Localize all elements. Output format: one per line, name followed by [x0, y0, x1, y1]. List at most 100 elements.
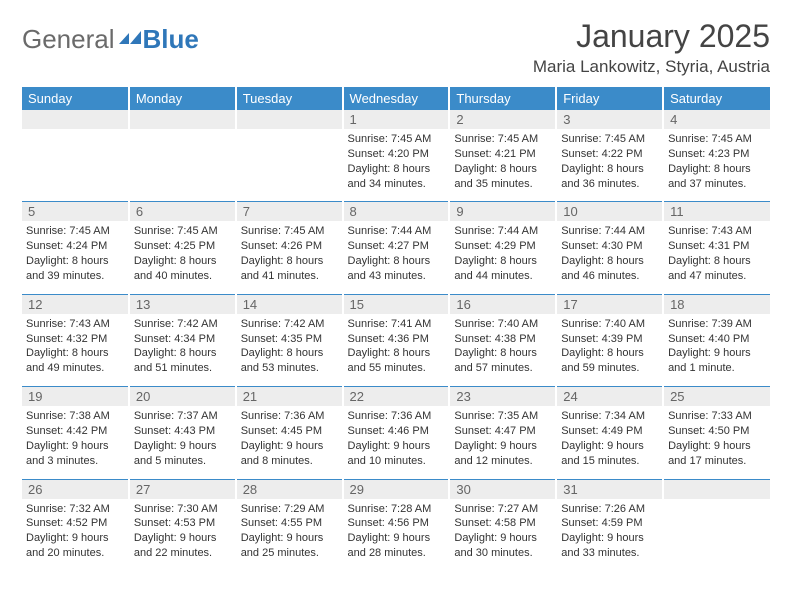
- day-number: 11: [664, 202, 770, 221]
- day-detail-line: Sunset: 4:55 PM: [241, 516, 338, 531]
- day-number: 6: [130, 202, 235, 221]
- day-detail-line: Sunrise: 7:39 AM: [668, 317, 766, 332]
- calendar-week-row: 26Sunrise: 7:32 AMSunset: 4:52 PMDayligh…: [22, 479, 770, 571]
- calendar-cell: 17Sunrise: 7:40 AMSunset: 4:39 PMDayligh…: [556, 294, 663, 386]
- day-detail-line: Sunrise: 7:44 AM: [454, 224, 551, 239]
- day-details: Sunrise: 7:44 AMSunset: 4:27 PMDaylight:…: [344, 221, 449, 293]
- day-detail-line: Sunset: 4:27 PM: [348, 239, 445, 254]
- day-details: [130, 129, 235, 187]
- day-detail-line: Daylight: 9 hours: [668, 346, 766, 361]
- day-detail-line: Daylight: 8 hours: [454, 162, 551, 177]
- day-number: 31: [557, 480, 662, 499]
- day-detail-line: Daylight: 9 hours: [454, 439, 551, 454]
- day-detail-line: Sunrise: 7:40 AM: [561, 317, 658, 332]
- day-number: [237, 110, 342, 129]
- day-detail-line: Daylight: 9 hours: [241, 531, 338, 546]
- day-detail-line: Sunset: 4:47 PM: [454, 424, 551, 439]
- weekday-header: Wednesday: [343, 87, 450, 110]
- day-detail-line: Sunrise: 7:29 AM: [241, 502, 338, 517]
- day-detail-line: Sunrise: 7:42 AM: [241, 317, 338, 332]
- day-detail-line: Sunrise: 7:45 AM: [454, 132, 551, 147]
- day-detail-line: and 34 minutes.: [348, 177, 445, 192]
- day-details: Sunrise: 7:42 AMSunset: 4:35 PMDaylight:…: [237, 314, 342, 386]
- calendar-cell: 9Sunrise: 7:44 AMSunset: 4:29 PMDaylight…: [449, 202, 556, 294]
- day-detail-line: and 3 minutes.: [26, 454, 124, 469]
- day-detail-line: and 12 minutes.: [454, 454, 551, 469]
- day-detail-line: and 44 minutes.: [454, 269, 551, 284]
- day-detail-line: Daylight: 9 hours: [561, 531, 658, 546]
- day-details: Sunrise: 7:26 AMSunset: 4:59 PMDaylight:…: [557, 499, 662, 571]
- day-number: 9: [450, 202, 555, 221]
- day-details: Sunrise: 7:45 AMSunset: 4:23 PMDaylight:…: [664, 129, 770, 201]
- title-block: January 2025 Maria Lankowitz, Styria, Au…: [533, 18, 770, 77]
- day-detail-line: and 22 minutes.: [134, 546, 231, 561]
- day-details: Sunrise: 7:45 AMSunset: 4:22 PMDaylight:…: [557, 129, 662, 201]
- calendar-cell: 8Sunrise: 7:44 AMSunset: 4:27 PMDaylight…: [343, 202, 450, 294]
- calendar-cell: 10Sunrise: 7:44 AMSunset: 4:30 PMDayligh…: [556, 202, 663, 294]
- day-details: Sunrise: 7:43 AMSunset: 4:32 PMDaylight:…: [22, 314, 128, 386]
- day-detail-line: and 41 minutes.: [241, 269, 338, 284]
- day-detail-line: and 43 minutes.: [348, 269, 445, 284]
- day-detail-line: Sunrise: 7:26 AM: [561, 502, 658, 517]
- day-detail-line: Daylight: 9 hours: [134, 439, 231, 454]
- day-number: 2: [450, 110, 555, 129]
- day-number: 30: [450, 480, 555, 499]
- calendar-cell: 7Sunrise: 7:45 AMSunset: 4:26 PMDaylight…: [236, 202, 343, 294]
- day-detail-line: Sunrise: 7:41 AM: [348, 317, 445, 332]
- day-details: Sunrise: 7:45 AMSunset: 4:21 PMDaylight:…: [450, 129, 555, 201]
- day-detail-line: Sunset: 4:22 PM: [561, 147, 658, 162]
- calendar-cell: [129, 110, 236, 202]
- day-detail-line: and 1 minute.: [668, 361, 766, 376]
- calendar-table: Sunday Monday Tuesday Wednesday Thursday…: [22, 87, 770, 571]
- day-number: 18: [664, 295, 770, 314]
- weekday-header-row: Sunday Monday Tuesday Wednesday Thursday…: [22, 87, 770, 110]
- day-detail-line: Sunset: 4:23 PM: [668, 147, 766, 162]
- day-detail-line: Sunrise: 7:32 AM: [26, 502, 124, 517]
- day-detail-line: Sunrise: 7:30 AM: [134, 502, 231, 517]
- day-detail-line: Sunrise: 7:44 AM: [561, 224, 658, 239]
- day-details: [237, 129, 342, 187]
- day-detail-line: Daylight: 9 hours: [348, 531, 445, 546]
- day-number: [22, 110, 128, 129]
- calendar-cell: [663, 479, 770, 571]
- day-detail-line: Daylight: 8 hours: [134, 254, 231, 269]
- day-detail-line: and 35 minutes.: [454, 177, 551, 192]
- day-detail-line: Sunrise: 7:45 AM: [561, 132, 658, 147]
- day-detail-line: Sunrise: 7:43 AM: [26, 317, 124, 332]
- day-number: 20: [130, 387, 235, 406]
- day-detail-line: and 10 minutes.: [348, 454, 445, 469]
- day-detail-line: Daylight: 8 hours: [561, 162, 658, 177]
- day-detail-line: and 33 minutes.: [561, 546, 658, 561]
- day-detail-line: Daylight: 9 hours: [26, 531, 124, 546]
- day-detail-line: Sunrise: 7:43 AM: [668, 224, 766, 239]
- day-number: 5: [22, 202, 128, 221]
- day-detail-line: Sunset: 4:21 PM: [454, 147, 551, 162]
- day-detail-line: Daylight: 8 hours: [241, 254, 338, 269]
- day-detail-line: and 36 minutes.: [561, 177, 658, 192]
- day-detail-line: and 15 minutes.: [561, 454, 658, 469]
- day-details: Sunrise: 7:30 AMSunset: 4:53 PMDaylight:…: [130, 499, 235, 571]
- day-detail-line: Daylight: 9 hours: [561, 439, 658, 454]
- day-detail-line: Sunrise: 7:35 AM: [454, 409, 551, 424]
- day-number: 16: [450, 295, 555, 314]
- day-detail-line: Sunset: 4:46 PM: [348, 424, 445, 439]
- day-details: Sunrise: 7:45 AMSunset: 4:26 PMDaylight:…: [237, 221, 342, 293]
- day-detail-line: Sunset: 4:36 PM: [348, 332, 445, 347]
- day-detail-line: and 46 minutes.: [561, 269, 658, 284]
- day-detail-line: Sunrise: 7:33 AM: [668, 409, 766, 424]
- day-detail-line: Sunset: 4:25 PM: [134, 239, 231, 254]
- day-detail-line: Daylight: 8 hours: [454, 346, 551, 361]
- day-details: Sunrise: 7:27 AMSunset: 4:58 PMDaylight:…: [450, 499, 555, 571]
- weekday-header: Monday: [129, 87, 236, 110]
- day-detail-line: Daylight: 8 hours: [348, 162, 445, 177]
- day-detail-line: and 25 minutes.: [241, 546, 338, 561]
- day-number: 19: [22, 387, 128, 406]
- calendar-week-row: 5Sunrise: 7:45 AMSunset: 4:24 PMDaylight…: [22, 202, 770, 294]
- day-detail-line: Sunset: 4:38 PM: [454, 332, 551, 347]
- day-details: Sunrise: 7:40 AMSunset: 4:39 PMDaylight:…: [557, 314, 662, 386]
- day-detail-line: Sunset: 4:34 PM: [134, 332, 231, 347]
- day-detail-line: and 17 minutes.: [668, 454, 766, 469]
- day-number: 17: [557, 295, 662, 314]
- day-detail-line: Sunset: 4:24 PM: [26, 239, 124, 254]
- day-detail-line: Sunset: 4:56 PM: [348, 516, 445, 531]
